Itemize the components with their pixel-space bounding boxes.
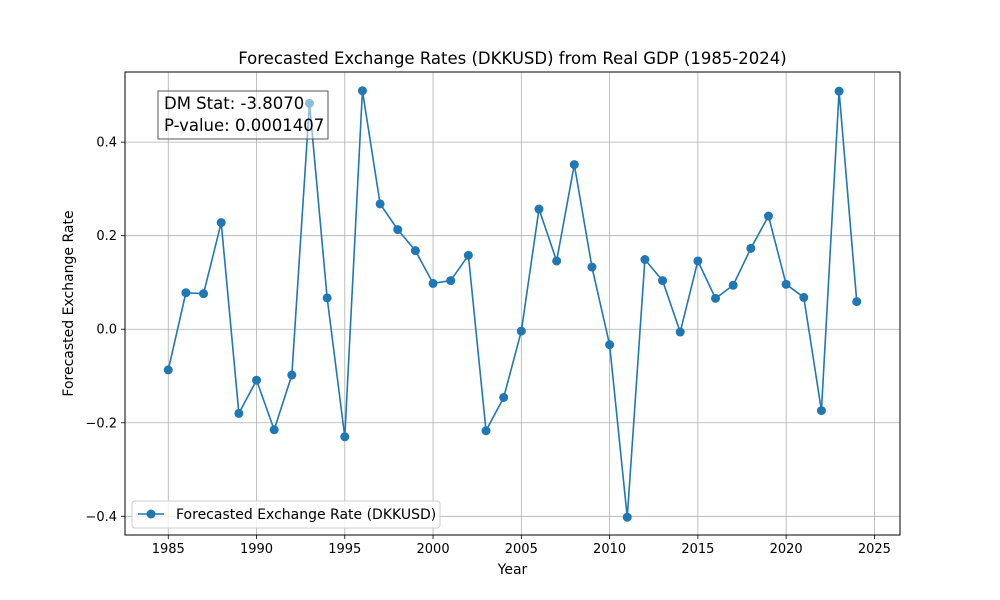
data-point bbox=[763, 211, 773, 221]
data-point bbox=[199, 289, 209, 299]
x-tick-label: 1990 bbox=[240, 542, 273, 557]
legend-label: Forecasted Exchange Rate (DKKUSD) bbox=[176, 507, 436, 523]
x-axis-label: Year bbox=[497, 562, 528, 578]
y-tick-label: −0.4 bbox=[85, 510, 117, 525]
data-point bbox=[446, 276, 456, 286]
x-tick-label: 2015 bbox=[681, 542, 714, 557]
data-point bbox=[216, 218, 226, 228]
data-point bbox=[834, 86, 844, 96]
data-point bbox=[393, 225, 403, 235]
x-tick-label: 1985 bbox=[152, 542, 185, 557]
data-point bbox=[746, 243, 756, 253]
data-point bbox=[287, 370, 297, 380]
data-point bbox=[658, 276, 668, 286]
data-point bbox=[816, 406, 826, 416]
data-point bbox=[622, 512, 632, 522]
x-tick-label: 1995 bbox=[328, 542, 361, 557]
data-point bbox=[728, 280, 738, 290]
y-axis-label: Forecasted Exchange Rate bbox=[61, 210, 77, 396]
data-point bbox=[234, 408, 244, 418]
dm-stat-text: DM Stat: -3.8070 bbox=[164, 94, 304, 113]
data-point bbox=[640, 255, 650, 265]
data-point bbox=[463, 250, 473, 260]
data-point bbox=[410, 246, 420, 256]
data-point bbox=[552, 256, 562, 266]
y-tick-label: 0.2 bbox=[96, 229, 117, 244]
legend-marker bbox=[146, 509, 156, 519]
legend-box bbox=[131, 500, 441, 529]
series-layer bbox=[163, 86, 862, 522]
data-point bbox=[693, 256, 703, 266]
chart-title: Forecasted Exchange Rates (DKKUSD) from … bbox=[238, 49, 786, 68]
data-point bbox=[781, 279, 791, 289]
data-point bbox=[269, 425, 279, 435]
x-tick-label: 2025 bbox=[858, 542, 891, 557]
y-tick-label: 0.0 bbox=[96, 323, 117, 338]
data-point bbox=[675, 327, 685, 337]
p-value-text: P-value: 0.0001407 bbox=[164, 116, 324, 135]
data-point bbox=[569, 160, 579, 170]
annotation-box bbox=[157, 90, 329, 140]
data-point bbox=[499, 393, 509, 403]
data-point bbox=[799, 292, 809, 302]
data-point bbox=[428, 278, 438, 288]
data-point bbox=[322, 293, 332, 303]
x-tick-label: 2005 bbox=[505, 542, 538, 557]
y-tick-label: −0.2 bbox=[85, 416, 117, 431]
data-point bbox=[516, 326, 526, 336]
grid-lines bbox=[125, 72, 900, 535]
data-point bbox=[340, 432, 350, 442]
data-point bbox=[534, 204, 544, 214]
data-point bbox=[711, 293, 721, 303]
data-point bbox=[605, 340, 615, 350]
axis-ticks: 1985 1990 1995 2000 2005 2010 2015 2020 2025 −0.4… bbox=[85, 136, 891, 557]
series-line bbox=[167, 89, 858, 519]
y-tick-label: 0.4 bbox=[96, 136, 117, 151]
data-point bbox=[375, 199, 385, 209]
x-tick-label: 2010 bbox=[593, 542, 626, 557]
plot-frame bbox=[124, 71, 901, 536]
data-point bbox=[252, 375, 262, 385]
data-point bbox=[481, 426, 491, 436]
stats-annotation: DM Stat: -3.8070 P-value: 0.0001407 bbox=[157, 90, 329, 140]
data-point bbox=[587, 262, 597, 272]
data-point bbox=[852, 297, 862, 307]
data-point bbox=[181, 288, 191, 298]
data-point bbox=[357, 86, 367, 96]
legend: Forecasted Exchange Rate (DKKUSD) bbox=[131, 500, 441, 529]
x-tick-label: 2020 bbox=[770, 542, 803, 557]
x-tick-label: 2000 bbox=[417, 542, 450, 557]
data-point bbox=[163, 365, 173, 375]
